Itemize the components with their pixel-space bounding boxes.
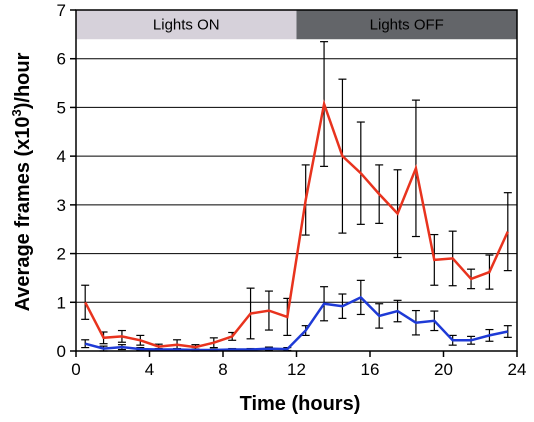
- y-axis-title: Average frames (x103)/hour: [9, 52, 34, 311]
- x-tick-label-12: 12: [287, 360, 306, 379]
- y-tick-label-0: 0: [57, 342, 66, 361]
- x-tick-label-8: 8: [218, 360, 227, 379]
- series-line-1: [84, 295, 509, 352]
- y-tick-label-1: 1: [57, 293, 66, 312]
- x-tick-label-20: 20: [434, 360, 453, 379]
- gridlines: [76, 58, 517, 303]
- x-tick-labels: 0 4 8 12 16 20 24: [71, 360, 526, 379]
- series-line-0: [84, 99, 509, 349]
- y-tick-label-5: 5: [57, 98, 66, 117]
- x-tick-label-4: 4: [145, 360, 154, 379]
- band-label-0: Lights ON: [153, 17, 220, 34]
- y-tick-label-4: 4: [57, 147, 66, 166]
- y-tick-label-7: 7: [57, 1, 66, 20]
- x-tick-label-0: 0: [71, 360, 80, 379]
- x-axis-title: Time (hours): [240, 393, 361, 415]
- band-1: [296, 10, 517, 40]
- plot-background: [76, 10, 517, 351]
- light-bands: Lights ON Lights OFF: [76, 10, 517, 40]
- plot-area: [76, 10, 517, 351]
- y-axis-title-main: Average frames (x10: [12, 116, 34, 311]
- x-tick-label-24: 24: [508, 360, 527, 379]
- y-axis-title-tail: )/hour: [12, 52, 34, 109]
- y-tick-label-3: 3: [57, 196, 66, 215]
- x-tick-label-16: 16: [361, 360, 380, 379]
- y-axis-title-superscript: 3: [9, 109, 24, 116]
- band-label-1: Lights OFF: [370, 17, 444, 34]
- y-tick-label-6: 6: [57, 50, 66, 69]
- y-tick-labels: 0 1 2 3 4 5 6 7: [57, 1, 66, 361]
- y-tick-label-2: 2: [57, 245, 66, 264]
- band-0: [76, 10, 297, 40]
- series-lines: [84, 99, 509, 352]
- axis-ticks: [70, 9, 518, 357]
